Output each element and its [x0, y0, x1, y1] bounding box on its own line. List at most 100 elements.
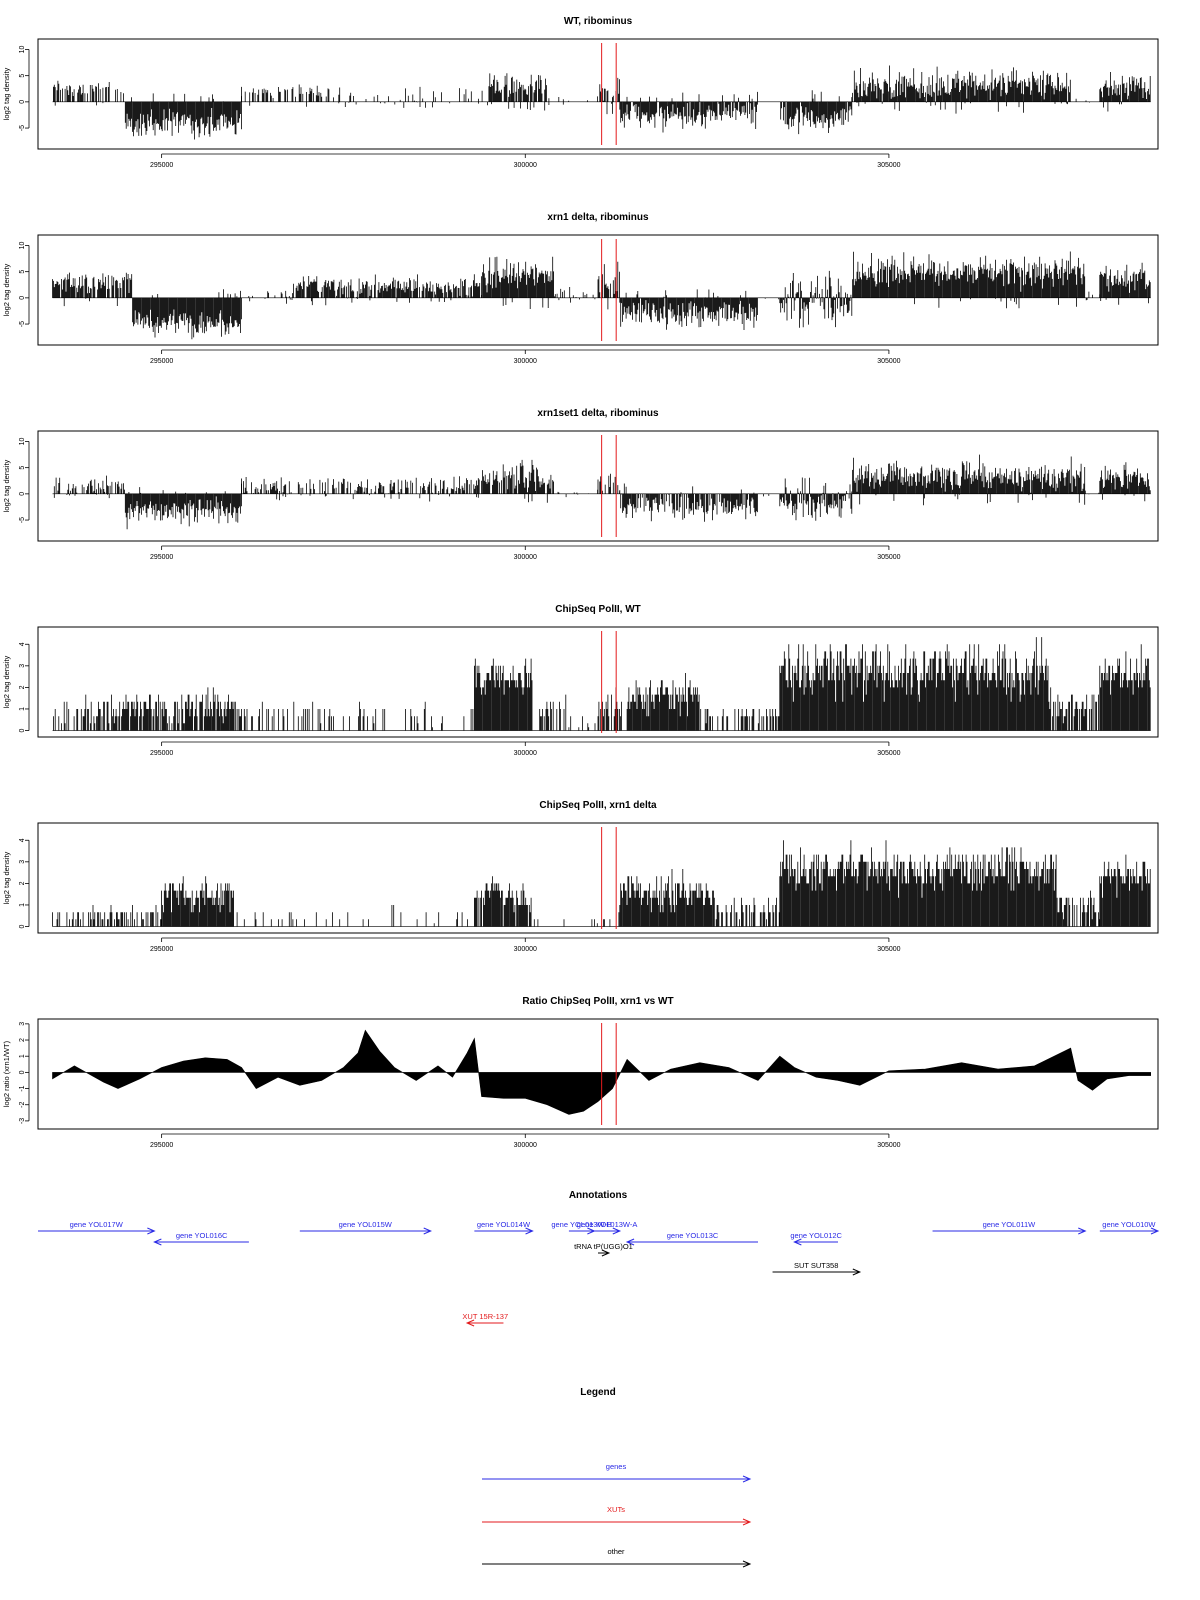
- signal-bars: [557, 489, 598, 498]
- panel-title: xrn1 delta, ribominus: [547, 212, 649, 223]
- feature-label: gene YOL013W-B: [551, 1220, 612, 1229]
- y-tick-label: 0: [19, 296, 26, 300]
- signal-bars: [539, 694, 567, 731]
- annotations-title: Annotations: [569, 1190, 628, 1201]
- signal-bars: [779, 477, 853, 521]
- annotation-feature: gene YOL011W: [932, 1220, 1087, 1235]
- x-tick-label: 305000: [877, 946, 900, 953]
- signal-bars: [619, 289, 758, 330]
- y-tick-label: 0: [19, 924, 26, 928]
- y-tick-label: 5: [19, 270, 26, 274]
- y-axis-label: log2 tag density: [2, 655, 11, 708]
- y-tick-label: 1: [19, 1054, 26, 1058]
- y-tick-label: -3: [19, 1118, 26, 1124]
- signal-bars: [852, 454, 1086, 506]
- legend-arrow-head: [742, 1518, 752, 1526]
- feature-label: gene YOL017W: [70, 1220, 124, 1229]
- feature-arrow-head: [612, 1227, 622, 1235]
- signal-bars: [52, 905, 162, 927]
- track-panel: WT, ribominus -5 0 5 10 log2 tag density 29500…: [2, 16, 1159, 169]
- y-tick-label: 10: [19, 241, 26, 249]
- x-tick-label: 295000: [150, 554, 173, 561]
- x-tick-label: 305000: [877, 750, 900, 757]
- annotation-feature: SUT SUT358: [772, 1261, 862, 1276]
- annotation-feature: XUT 15R-137: [462, 1312, 508, 1327]
- signal-bars: [763, 493, 770, 497]
- plot-frame: [37, 38, 1159, 150]
- annotation-feature: gene YOL014W: [474, 1220, 534, 1235]
- y-tick-label: -5: [19, 321, 26, 327]
- plot-frame: [37, 626, 1159, 738]
- track-panel: xrn1set1 delta, ribominus -5 0 5 10 log2 tag …: [2, 408, 1159, 561]
- y-tick-label: 3: [19, 860, 26, 864]
- y-tick-label: 1: [19, 903, 26, 907]
- feature-label: gene YOL010W: [1102, 1220, 1156, 1229]
- x-tick-label: 295000: [150, 358, 173, 365]
- feature-label: SUT SUT358: [794, 1261, 838, 1270]
- signal-bars: [124, 93, 242, 140]
- signal-bars: [626, 673, 700, 731]
- y-tick-label: 3: [19, 664, 26, 668]
- signal-bars: [619, 91, 758, 133]
- plot-frame: [37, 430, 1159, 542]
- signal-bars: [344, 86, 488, 108]
- y-tick-label: 4: [19, 838, 26, 842]
- signal-bars: [488, 73, 547, 111]
- signal-bars: [244, 290, 293, 304]
- signal-bars: [52, 272, 133, 307]
- feature-label: gene YOL012C: [790, 1231, 842, 1240]
- annotation-feature: gene YOL010W: [1099, 1220, 1160, 1235]
- legend-item: XUTs: [482, 1505, 752, 1526]
- y-tick-label: 4: [19, 642, 26, 646]
- signal-bars: [554, 287, 596, 303]
- signal-bars: [161, 876, 234, 927]
- signal-bars: [1048, 687, 1099, 731]
- signal-bars: [53, 80, 124, 106]
- signal-bars: [481, 459, 554, 503]
- panel-title: ChipSeq PolII, WT: [555, 604, 641, 615]
- feature-arrow-head: [1150, 1227, 1160, 1235]
- y-tick-label: 5: [19, 74, 26, 78]
- signal-bars: [241, 476, 480, 502]
- y-tick-label: -5: [19, 517, 26, 523]
- x-tick-label: 305000: [877, 1142, 900, 1149]
- y-tick-label: -1: [19, 1085, 26, 1091]
- feature-arrow-head: [793, 1238, 802, 1246]
- y-axis-label: log2 tag density: [2, 459, 11, 512]
- panel-title: ChipSeq PolII, xrn1 delta: [539, 800, 657, 811]
- feature-label: gene YOL011W: [983, 1220, 1037, 1229]
- feature-label: gene YOL016C: [176, 1231, 228, 1240]
- legend-label: other: [607, 1547, 625, 1556]
- feature-arrow-head: [465, 1319, 475, 1327]
- x-tick-label: 300000: [514, 750, 537, 757]
- panel-title: xrn1set1 delta, ribominus: [537, 408, 659, 419]
- annotation-feature: gene YOL013C: [625, 1231, 758, 1246]
- y-axis-label: log2 tag density: [2, 67, 11, 120]
- y-tick-label: 0: [19, 492, 26, 496]
- y-tick-label: 0: [19, 100, 26, 104]
- annotation-feature: gene YOL016C: [153, 1231, 249, 1246]
- legend-item: genes: [482, 1462, 752, 1483]
- feature-label: gene YOL013W-A: [577, 1220, 638, 1229]
- signal-bars: [597, 687, 622, 731]
- signal-bars: [619, 869, 715, 927]
- feature-arrow-head: [147, 1227, 156, 1235]
- legend-label: XUTs: [607, 1505, 625, 1514]
- signal-bars: [53, 694, 103, 731]
- annotation-feature: gene YOL017W: [38, 1220, 156, 1235]
- signal-bars: [568, 716, 596, 731]
- signal-bars: [597, 473, 620, 494]
- signal-bars: [780, 90, 853, 135]
- x-tick-label: 305000: [877, 358, 900, 365]
- signal-bars: [700, 709, 780, 731]
- annotation-feature: gene YOL013W-A: [577, 1220, 638, 1235]
- signal-bars: [474, 876, 532, 927]
- signal-bars: [103, 687, 235, 731]
- x-tick-label: 305000: [877, 162, 900, 169]
- legend: Legend genes XUTs other: [482, 1387, 752, 1568]
- signal-bars: [715, 897, 780, 927]
- signal-bars: [292, 274, 482, 306]
- signal-bars: [1099, 72, 1151, 112]
- track-panel: ChipSeq PolII, WT 0 1 2 3 4 log2 tag density 29…: [2, 604, 1159, 757]
